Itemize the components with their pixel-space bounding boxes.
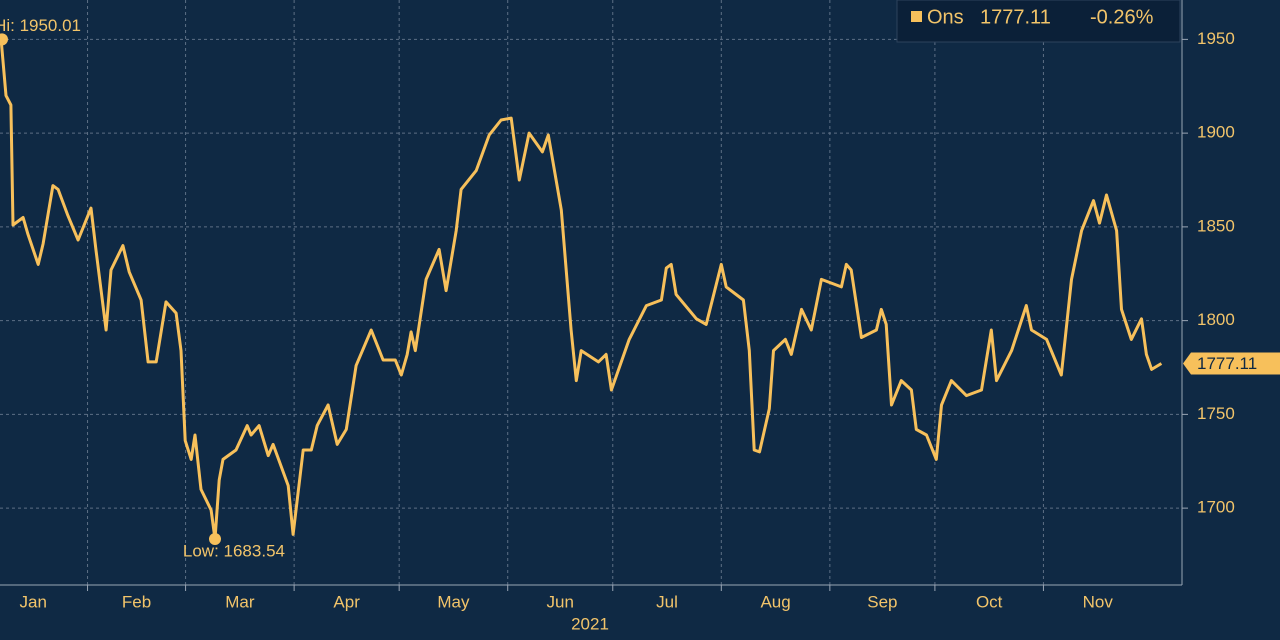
- x-tick-label: Sep: [867, 592, 897, 611]
- annotation-marker: [208, 532, 221, 545]
- plot-area: [0, 39, 1163, 541]
- x-tick-label: Feb: [122, 592, 151, 611]
- legend-box: [896, 0, 1181, 43]
- last-value-label: 1777.11: [1197, 354, 1257, 373]
- x-axis-label: 2021: [571, 614, 609, 633]
- x-tick-label: Jan: [20, 592, 47, 611]
- y-tick-label: 1700: [1197, 498, 1235, 517]
- y-tick-label: 1950: [1197, 29, 1235, 48]
- legend-name: Ons: [927, 6, 964, 28]
- last-value-tag: [1183, 352, 1280, 375]
- x-tick-label: Aug: [760, 592, 790, 611]
- x-tick-label: Mar: [225, 592, 255, 611]
- x-tick-label: Apr: [333, 592, 360, 611]
- x-tick-label: Nov: [1083, 592, 1114, 611]
- legend-last: 1777.11: [980, 6, 1051, 28]
- y-tick-label: 1900: [1197, 123, 1235, 142]
- legend-swatch: [911, 11, 922, 22]
- grid: [0, 0, 1180, 585]
- series-line: [0, 39, 1163, 541]
- legend-change: -0.26%: [1090, 6, 1154, 28]
- y-tick-label: 1850: [1197, 216, 1235, 235]
- x-tick-label: May: [437, 592, 470, 611]
- annotation-label: Low: 1683.54: [183, 541, 285, 560]
- overlay: 1777.11 Hi: 1950.01 Low: 1683.54: [0, 16, 1280, 560]
- y-tick-label: 1750: [1197, 404, 1235, 423]
- annotation-marker: [0, 33, 8, 46]
- x-tick-label: Jun: [547, 592, 574, 611]
- y-tick-label: 1800: [1197, 310, 1235, 329]
- x-tick-label: Oct: [976, 592, 1003, 611]
- annotation-label: Hi: 1950.01: [0, 16, 81, 35]
- x-tick-label: Jul: [656, 592, 678, 611]
